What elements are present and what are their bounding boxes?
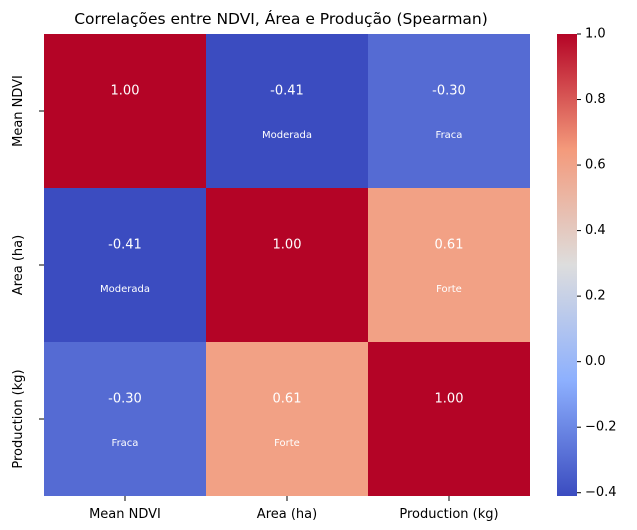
x-tick-label: Mean NDVI — [89, 507, 161, 522]
heatmap-cell — [206, 34, 368, 188]
colorbar-tick-label: 0.4 — [585, 223, 606, 238]
cell-value-label: 0.61 — [273, 392, 302, 407]
cell-strength-label: Forte — [274, 438, 300, 449]
colorbar-tick-label: −0.2 — [585, 420, 617, 435]
x-tick-label: Area (ha) — [257, 507, 317, 522]
y-tick-label: Area (ha) — [11, 235, 26, 295]
colorbar-tick-label: 1.0 — [585, 27, 606, 42]
cell-value-label: 1.00 — [273, 238, 302, 253]
heatmap-cells: 1.00 -0.41 Moderada -0.30 Fraca -0.41 Moderada… — [44, 34, 530, 496]
heatmap-cell — [44, 342, 206, 496]
cell-strength-label: Fraca — [436, 130, 463, 141]
colorbar-tick-label: 0.6 — [585, 158, 606, 173]
cell-value-label: -0.30 — [432, 84, 466, 99]
heatmap-cell — [206, 342, 368, 496]
heatmap-cell — [368, 188, 530, 342]
y-tick-label: Production (kg) — [11, 369, 26, 468]
cell-value-label: 0.61 — [435, 238, 464, 253]
cell-value-label: 1.00 — [435, 392, 464, 407]
heatmap-cell — [368, 342, 530, 496]
heatmap-cell — [206, 188, 368, 342]
colorbar-tick-label: −0.4 — [585, 485, 617, 500]
colorbar-tick-label: 0.8 — [585, 92, 606, 107]
heatmap-cell — [44, 34, 206, 188]
cell-value-label: -0.41 — [270, 84, 304, 99]
colorbar-tick-label: 0.0 — [585, 354, 606, 369]
cell-value-label: 1.00 — [111, 84, 140, 99]
heatmap-cell — [368, 34, 530, 188]
x-axis: Mean NDVI Area (ha) Production (kg) — [89, 496, 499, 522]
x-tick-label: Production (kg) — [399, 507, 498, 522]
colorbar-gradient — [557, 34, 577, 496]
y-axis: Mean NDVI Area (ha) Production (kg) — [11, 75, 44, 469]
cell-strength-label: Forte — [436, 284, 462, 295]
colorbar-tick-label: 0.2 — [585, 289, 606, 304]
y-tick-label: Mean NDVI — [11, 75, 26, 147]
colorbar: −0.4 −0.2 0.0 0.2 0.4 0.6 0.8 1.0 — [557, 27, 617, 500]
cell-strength-label: Fraca — [112, 438, 139, 449]
cell-value-label: -0.41 — [108, 238, 142, 253]
heatmap-cell — [44, 188, 206, 342]
cell-strength-label: Moderada — [262, 130, 312, 141]
chart-title: Correlações entre NDVI, Área e Produção … — [74, 9, 488, 28]
cell-value-label: -0.30 — [108, 392, 142, 407]
cell-strength-label: Moderada — [100, 284, 150, 295]
